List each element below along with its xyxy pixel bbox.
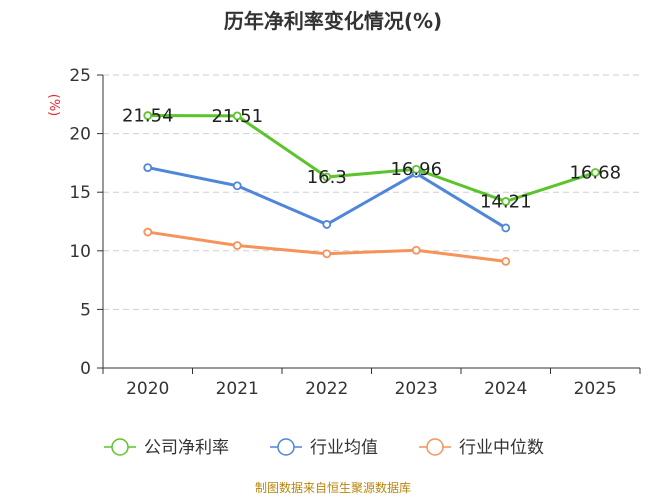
legend-marker (277, 438, 295, 456)
x-tick-label: 2023 (395, 379, 438, 399)
legend-label: 行业中位数 (459, 438, 544, 458)
data-point (411, 164, 421, 174)
legend-marker (426, 438, 444, 456)
legend-marker (111, 438, 129, 456)
data-point (322, 172, 332, 182)
data-point (501, 223, 511, 233)
data-label: 16.3 (307, 167, 347, 188)
data-label: 21.51 (211, 106, 263, 127)
data-point (143, 163, 153, 172)
x-tick-label: 2020 (126, 379, 169, 399)
y-tick-label: 15 (69, 183, 91, 203)
y-axis-unit-label: (%) (46, 94, 61, 117)
x-tick-label: 2025 (574, 379, 617, 399)
legend: 公司净利率 行业均值 行业中位数 (104, 438, 544, 458)
data-point (232, 111, 242, 121)
data-point (232, 241, 242, 250)
data-point (411, 245, 421, 255)
y-tick-label: 25 (69, 66, 91, 86)
data-label: 16.68 (569, 163, 621, 184)
x-tick-label: 2024 (484, 379, 527, 399)
data-label: 16.96 (390, 159, 442, 180)
data-label-layer: 21.54 21.51 16.3 16.96 14.21 16.68 (122, 106, 621, 213)
data-label: 21.54 (122, 106, 174, 127)
data-point (501, 256, 511, 266)
series-line (147, 114, 596, 203)
data-point (143, 227, 153, 237)
data-point (143, 111, 153, 120)
data-point (590, 168, 600, 177)
source-note: 制图数据来自恒生聚源数据库 (255, 480, 411, 495)
legend-label: 行业均值 (310, 438, 378, 458)
legend-label: 公司净利率 (144, 438, 229, 458)
series-layer (143, 111, 600, 266)
data-point (322, 249, 332, 259)
data-point (322, 220, 332, 229)
y-tick-label: 20 (69, 125, 91, 145)
y-tick-label: 0 (80, 359, 91, 379)
data-label: 14.21 (480, 191, 532, 212)
x-tick-label: 2021 (216, 379, 259, 399)
y-tick-label: 5 (80, 300, 91, 320)
data-point (232, 181, 242, 191)
y-tick-label: 10 (69, 242, 91, 262)
chart-title: 历年净利率变化情况(%) (224, 9, 442, 33)
x-tick-label: 2022 (305, 379, 348, 399)
data-point (501, 197, 511, 206)
grid-lines (103, 74, 640, 310)
